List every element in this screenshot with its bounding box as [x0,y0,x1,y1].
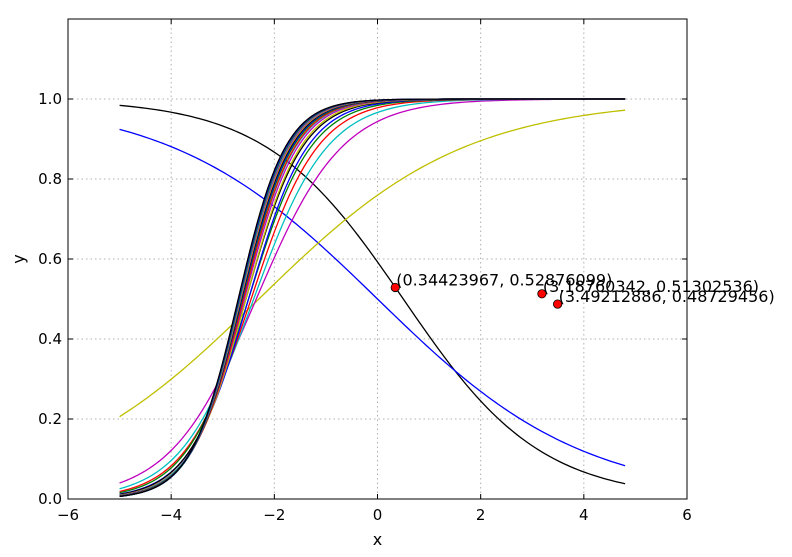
series-line [119,104,626,485]
point-annotation: (0.34423967, 0.52876099) [396,270,612,289]
y-tick-label: 0.8 [38,170,62,188]
marked-points: (0.34423967, 0.52876099)(3.18760342, 0.5… [390,270,775,309]
data-point [390,282,400,293]
x-tick-label: 6 [682,506,692,524]
y-tick-label: 0.0 [38,490,62,508]
x-tick-label: 0 [373,506,383,524]
series-line [119,109,626,418]
axis-ticks: −6 −4 −2 0 2 4 6 0.0 0.2 0.4 0.6 0.8 1.0 [38,19,692,524]
x-tick-label: −6 [57,506,79,524]
y-tick-label: 0.6 [38,250,62,268]
series-line [119,98,626,498]
x-axis-label: x [373,530,382,549]
point-annotation: (3.18760342, 0.51302536) [543,277,759,296]
x-tick-label: 2 [476,506,486,524]
x-tick-label: −4 [160,506,182,524]
x-tick-label: 4 [579,506,589,524]
y-tick-label: 1.0 [38,90,62,108]
data-point [553,299,563,309]
series-lines [119,98,626,498]
y-axis-label: y [9,254,28,263]
x-tick-label: −2 [263,506,285,524]
point-annotation: (3.49212886, 0.48729456) [559,287,775,306]
series-line [119,128,626,467]
data-point [537,289,547,299]
y-tick-label: 0.4 [38,330,62,348]
y-tick-label: 0.2 [38,410,62,428]
